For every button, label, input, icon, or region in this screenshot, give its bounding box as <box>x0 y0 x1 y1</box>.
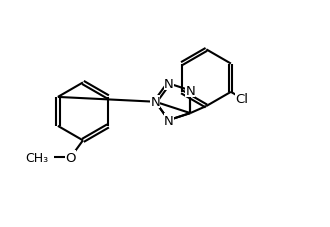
Text: N: N <box>150 96 160 109</box>
Text: N: N <box>164 114 174 127</box>
Text: CH₃: CH₃ <box>25 151 48 164</box>
Text: N: N <box>185 84 195 97</box>
Text: S: S <box>164 114 173 127</box>
Text: Cl: Cl <box>236 92 248 105</box>
Text: O: O <box>65 151 76 164</box>
Text: N: N <box>164 78 174 91</box>
